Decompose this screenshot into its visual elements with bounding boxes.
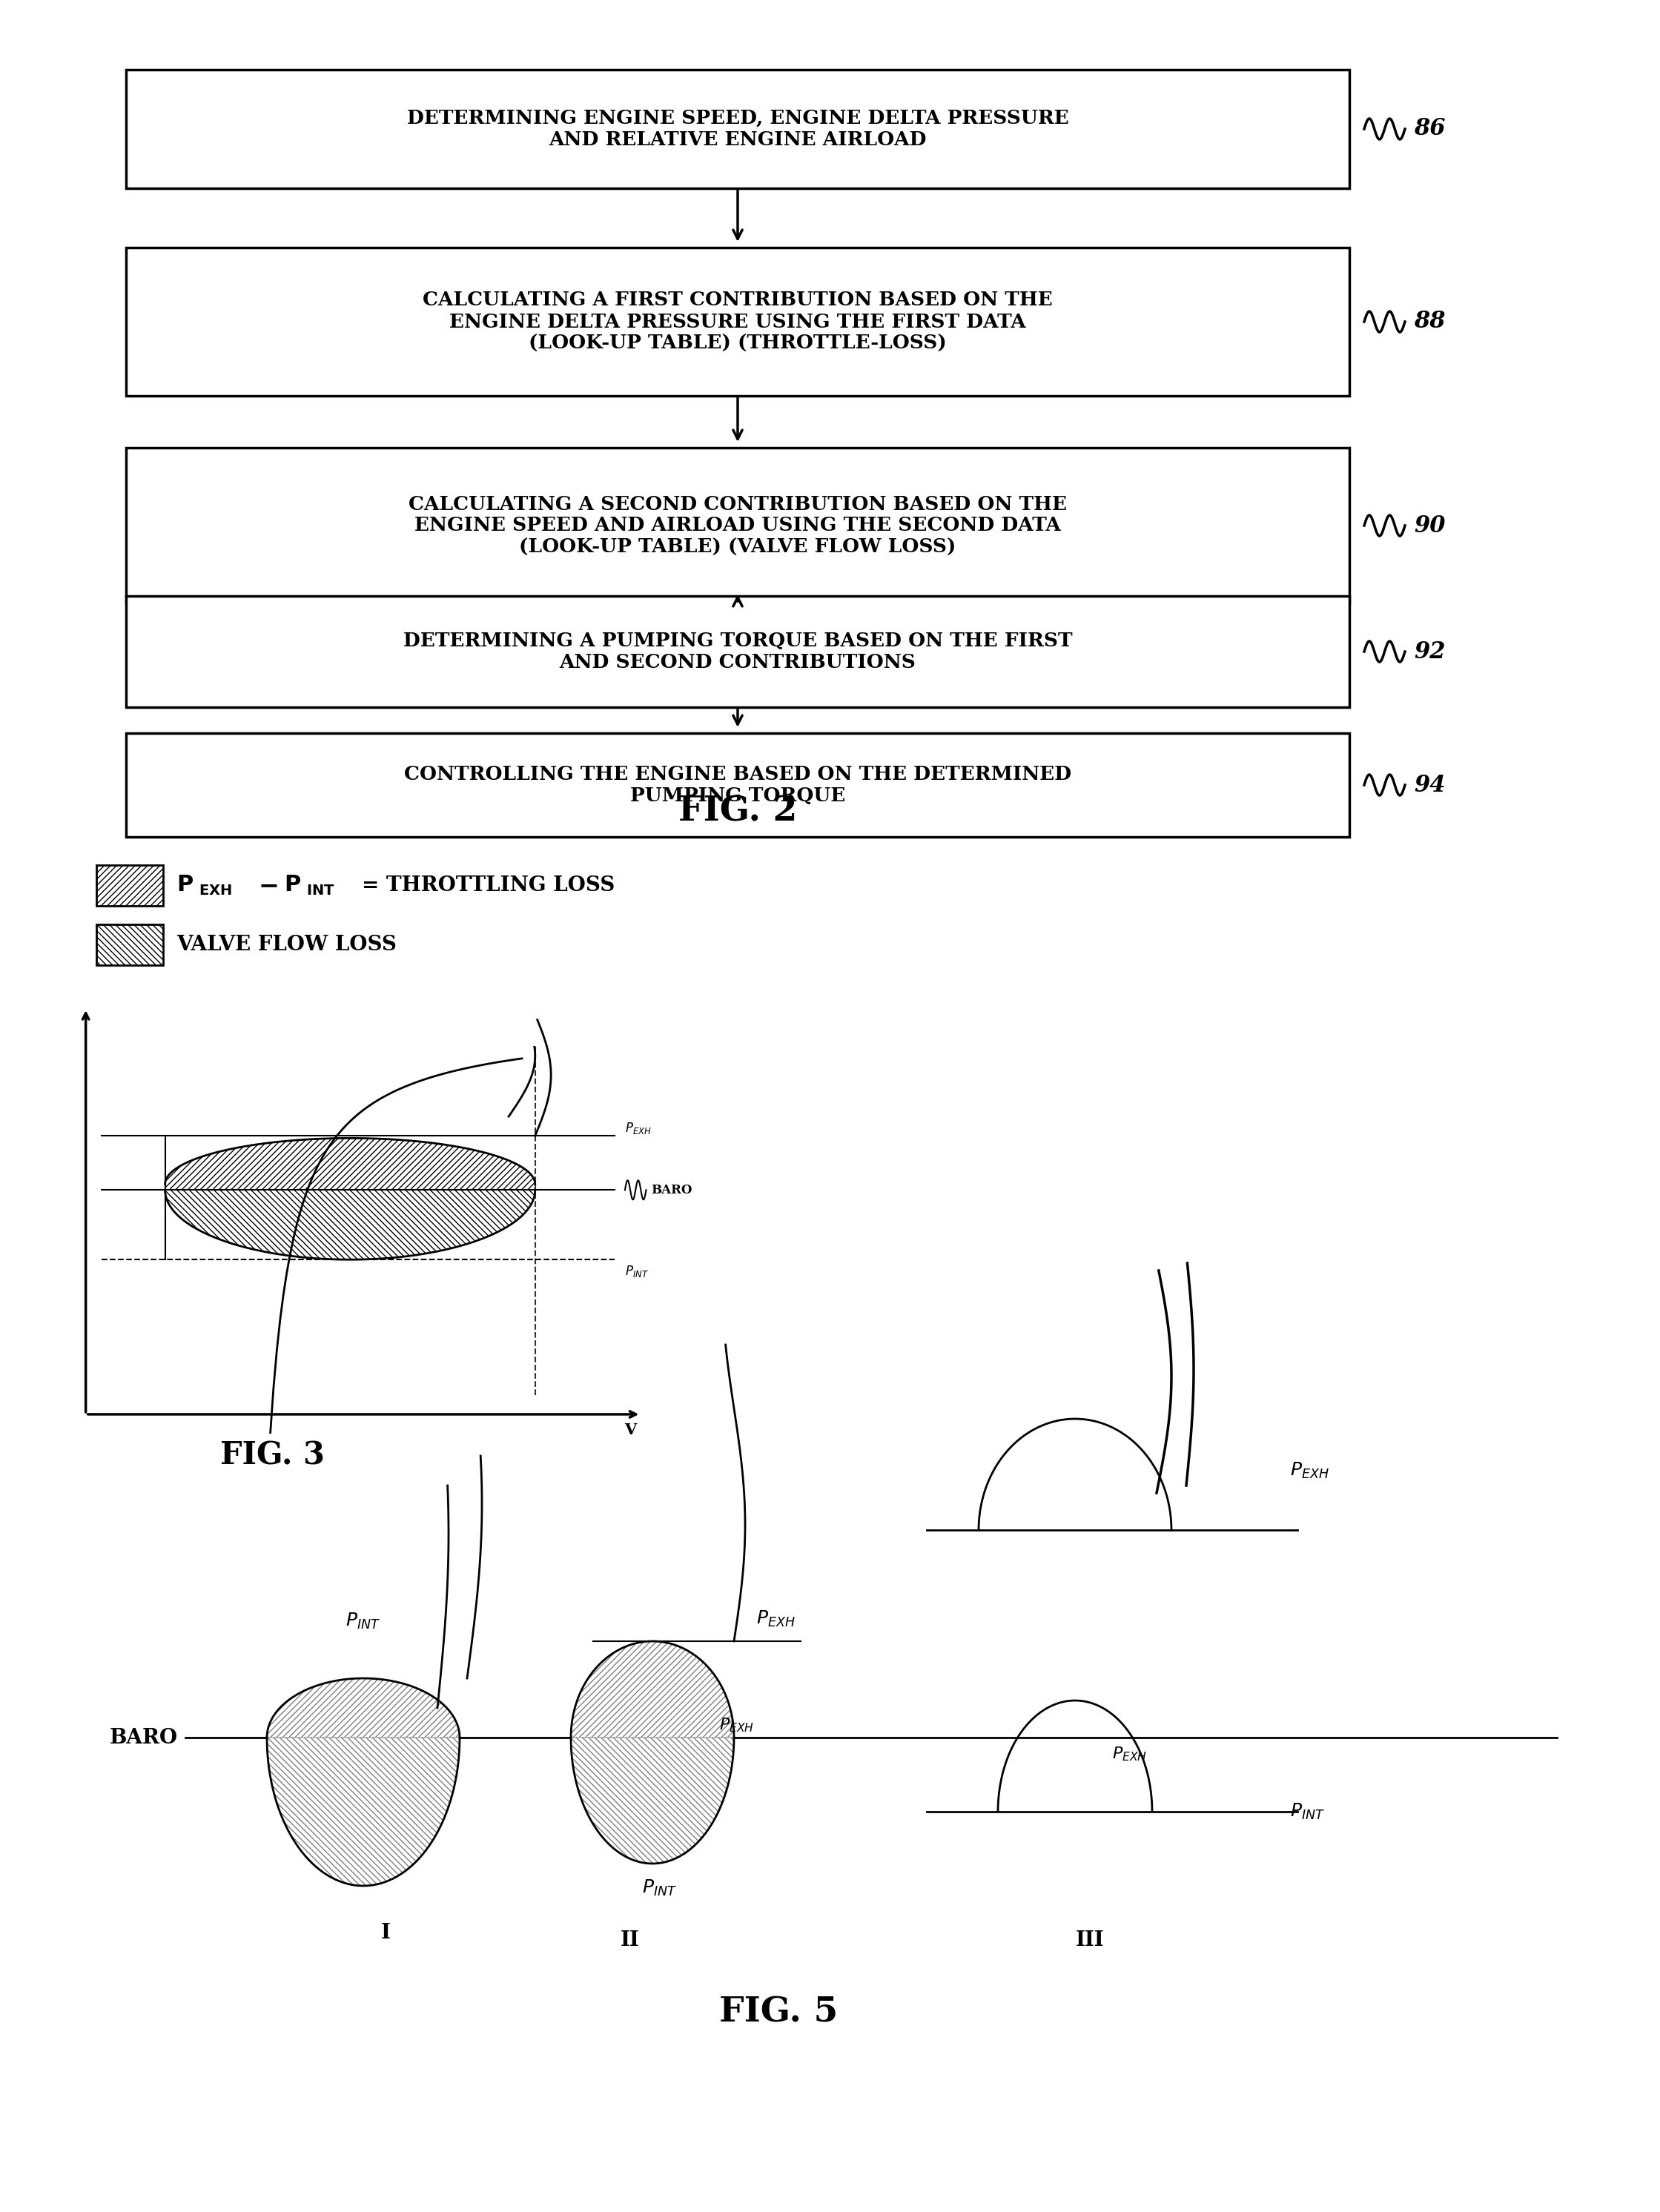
Text: FIG. 3: FIG. 3: [219, 1440, 324, 1471]
Bar: [126, 732, 1350, 836]
Text: FIG. 5: FIG. 5: [719, 1995, 838, 2028]
Text: $P_{EXH}$: $P_{EXH}$: [719, 1717, 754, 1734]
Text: $P_{INT}$: $P_{INT}$: [642, 1878, 677, 1898]
Text: 86: 86: [1414, 117, 1446, 142]
Text: $P_{EXH}$: $P_{EXH}$: [624, 1121, 651, 1135]
Text: 88: 88: [1414, 310, 1446, 334]
Text: $P_{INT}$: $P_{INT}$: [345, 1613, 380, 1630]
Text: FIG. 2: FIG. 2: [679, 794, 797, 827]
Text: III: III: [1076, 1931, 1104, 1951]
Bar: [126, 248, 1350, 396]
Text: $P_{EXH}$: $P_{EXH}$: [1112, 1745, 1147, 1763]
Text: 92: 92: [1414, 639, 1446, 664]
Text: DETERMINING ENGINE SPEED, ENGINE DELTA PRESSURE
AND RELATIVE ENGINE AIRLOAD: DETERMINING ENGINE SPEED, ENGINE DELTA P…: [407, 108, 1069, 148]
Text: $P_{INT}$: $P_{INT}$: [624, 1263, 649, 1279]
Text: $\mathbf{INT}$: $\mathbf{INT}$: [305, 885, 335, 898]
Text: BARO: BARO: [110, 1728, 178, 1747]
Text: DETERMINING A PUMPING TORQUE BASED ON THE FIRST
AND SECOND CONTRIBUTIONS: DETERMINING A PUMPING TORQUE BASED ON TH…: [403, 633, 1072, 672]
Text: $P_{INT}$: $P_{INT}$: [1290, 1803, 1325, 1820]
Text: $P_{EXH}$: $P_{EXH}$: [1290, 1460, 1330, 1480]
Text: $\mathbf{EXH}$: $\mathbf{EXH}$: [199, 885, 232, 898]
Text: 90: 90: [1414, 513, 1446, 538]
Bar: [126, 595, 1350, 708]
Text: I: I: [380, 1922, 390, 1942]
Text: $P_{EXH}$: $P_{EXH}$: [757, 1610, 795, 1628]
Text: V: V: [624, 1422, 636, 1438]
Text: = THROTTLING LOSS: = THROTTLING LOSS: [362, 876, 614, 896]
Bar: [96, 925, 163, 964]
Text: CALCULATING A SECOND CONTRIBUTION BASED ON THE
ENGINE SPEED AND AIRLOAD USING TH: CALCULATING A SECOND CONTRIBUTION BASED …: [408, 495, 1067, 557]
Text: $\mathbf{P}$: $\mathbf{P}$: [176, 874, 194, 896]
Bar: [126, 447, 1350, 604]
Text: $\mathbf{-}$: $\mathbf{-}$: [257, 874, 277, 896]
Bar: [96, 865, 163, 905]
Text: 94: 94: [1414, 774, 1446, 796]
Bar: [126, 71, 1350, 188]
Text: CONTROLLING THE ENGINE BASED ON THE DETERMINED
PUMPING TORQUE: CONTROLLING THE ENGINE BASED ON THE DETE…: [403, 765, 1071, 805]
Text: II: II: [621, 1931, 639, 1951]
Text: BARO: BARO: [651, 1183, 692, 1197]
Text: VALVE FLOW LOSS: VALVE FLOW LOSS: [176, 933, 397, 953]
Text: CALCULATING A FIRST CONTRIBUTION BASED ON THE
ENGINE DELTA PRESSURE USING THE FI: CALCULATING A FIRST CONTRIBUTION BASED O…: [423, 292, 1052, 352]
Text: $\mathbf{P}$: $\mathbf{P}$: [284, 874, 300, 896]
